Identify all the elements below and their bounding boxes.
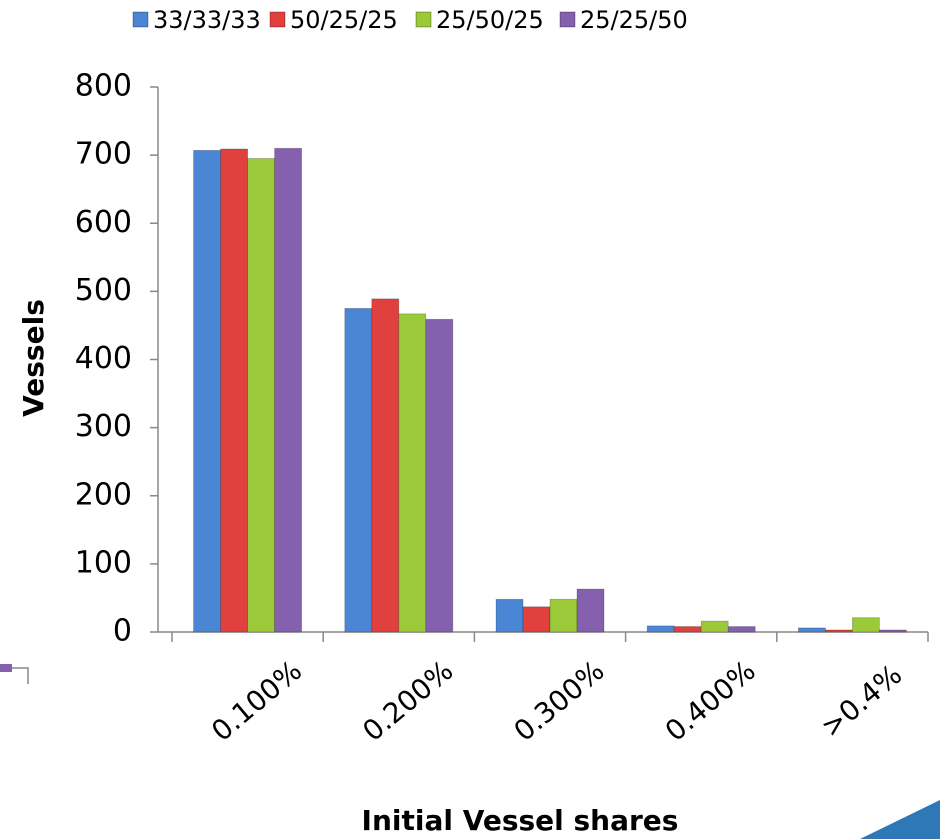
legend-swatch	[132, 11, 149, 28]
x-tick-label: 0.400%	[659, 654, 762, 748]
bar	[673, 626, 702, 633]
bar	[798, 627, 826, 633]
bar	[495, 598, 524, 633]
bar	[344, 308, 373, 633]
legend-label: 25/25/50	[580, 6, 688, 34]
decoration	[860, 800, 940, 839]
y-tick-label: 300	[75, 409, 132, 444]
bar	[371, 298, 400, 633]
bar	[193, 149, 222, 633]
y-tick-label: 800	[75, 69, 132, 104]
bar	[274, 147, 303, 633]
x-tick-label: 0.300%	[508, 654, 611, 748]
bar	[398, 313, 427, 633]
bar	[852, 617, 880, 633]
bar	[646, 625, 675, 633]
x-tick-label: 0.100%	[205, 654, 308, 748]
legend-label: 25/50/25	[436, 6, 544, 34]
legend-label: 33/33/33	[153, 6, 261, 34]
legend-swatch	[415, 11, 432, 28]
bar	[247, 158, 276, 633]
bar	[220, 148, 249, 633]
x-tick-label: >0.4%	[815, 658, 909, 744]
bar	[700, 620, 729, 633]
legend-swatch	[269, 11, 286, 28]
y-axis-title: Vessels	[17, 299, 50, 417]
bar	[727, 626, 756, 633]
legend-swatch	[559, 11, 576, 28]
y-tick-label: 500	[75, 273, 132, 308]
y-tick-label: 700	[75, 137, 132, 172]
decoration	[0, 664, 12, 672]
x-tick-label: 0.200%	[356, 654, 459, 748]
bar	[549, 598, 578, 633]
y-tick-label: 100	[75, 545, 132, 580]
bar	[522, 606, 551, 633]
bar	[879, 629, 907, 633]
y-tick-label: 0	[113, 614, 132, 649]
bar	[576, 588, 605, 633]
y-tick-label: 200	[75, 477, 132, 512]
legend-label: 50/25/25	[290, 6, 398, 34]
y-tick-label: 400	[75, 341, 132, 376]
bar	[425, 318, 454, 633]
y-tick-label: 600	[75, 205, 132, 240]
x-axis-title: Initial Vessel shares	[362, 804, 679, 837]
bar	[825, 629, 853, 633]
